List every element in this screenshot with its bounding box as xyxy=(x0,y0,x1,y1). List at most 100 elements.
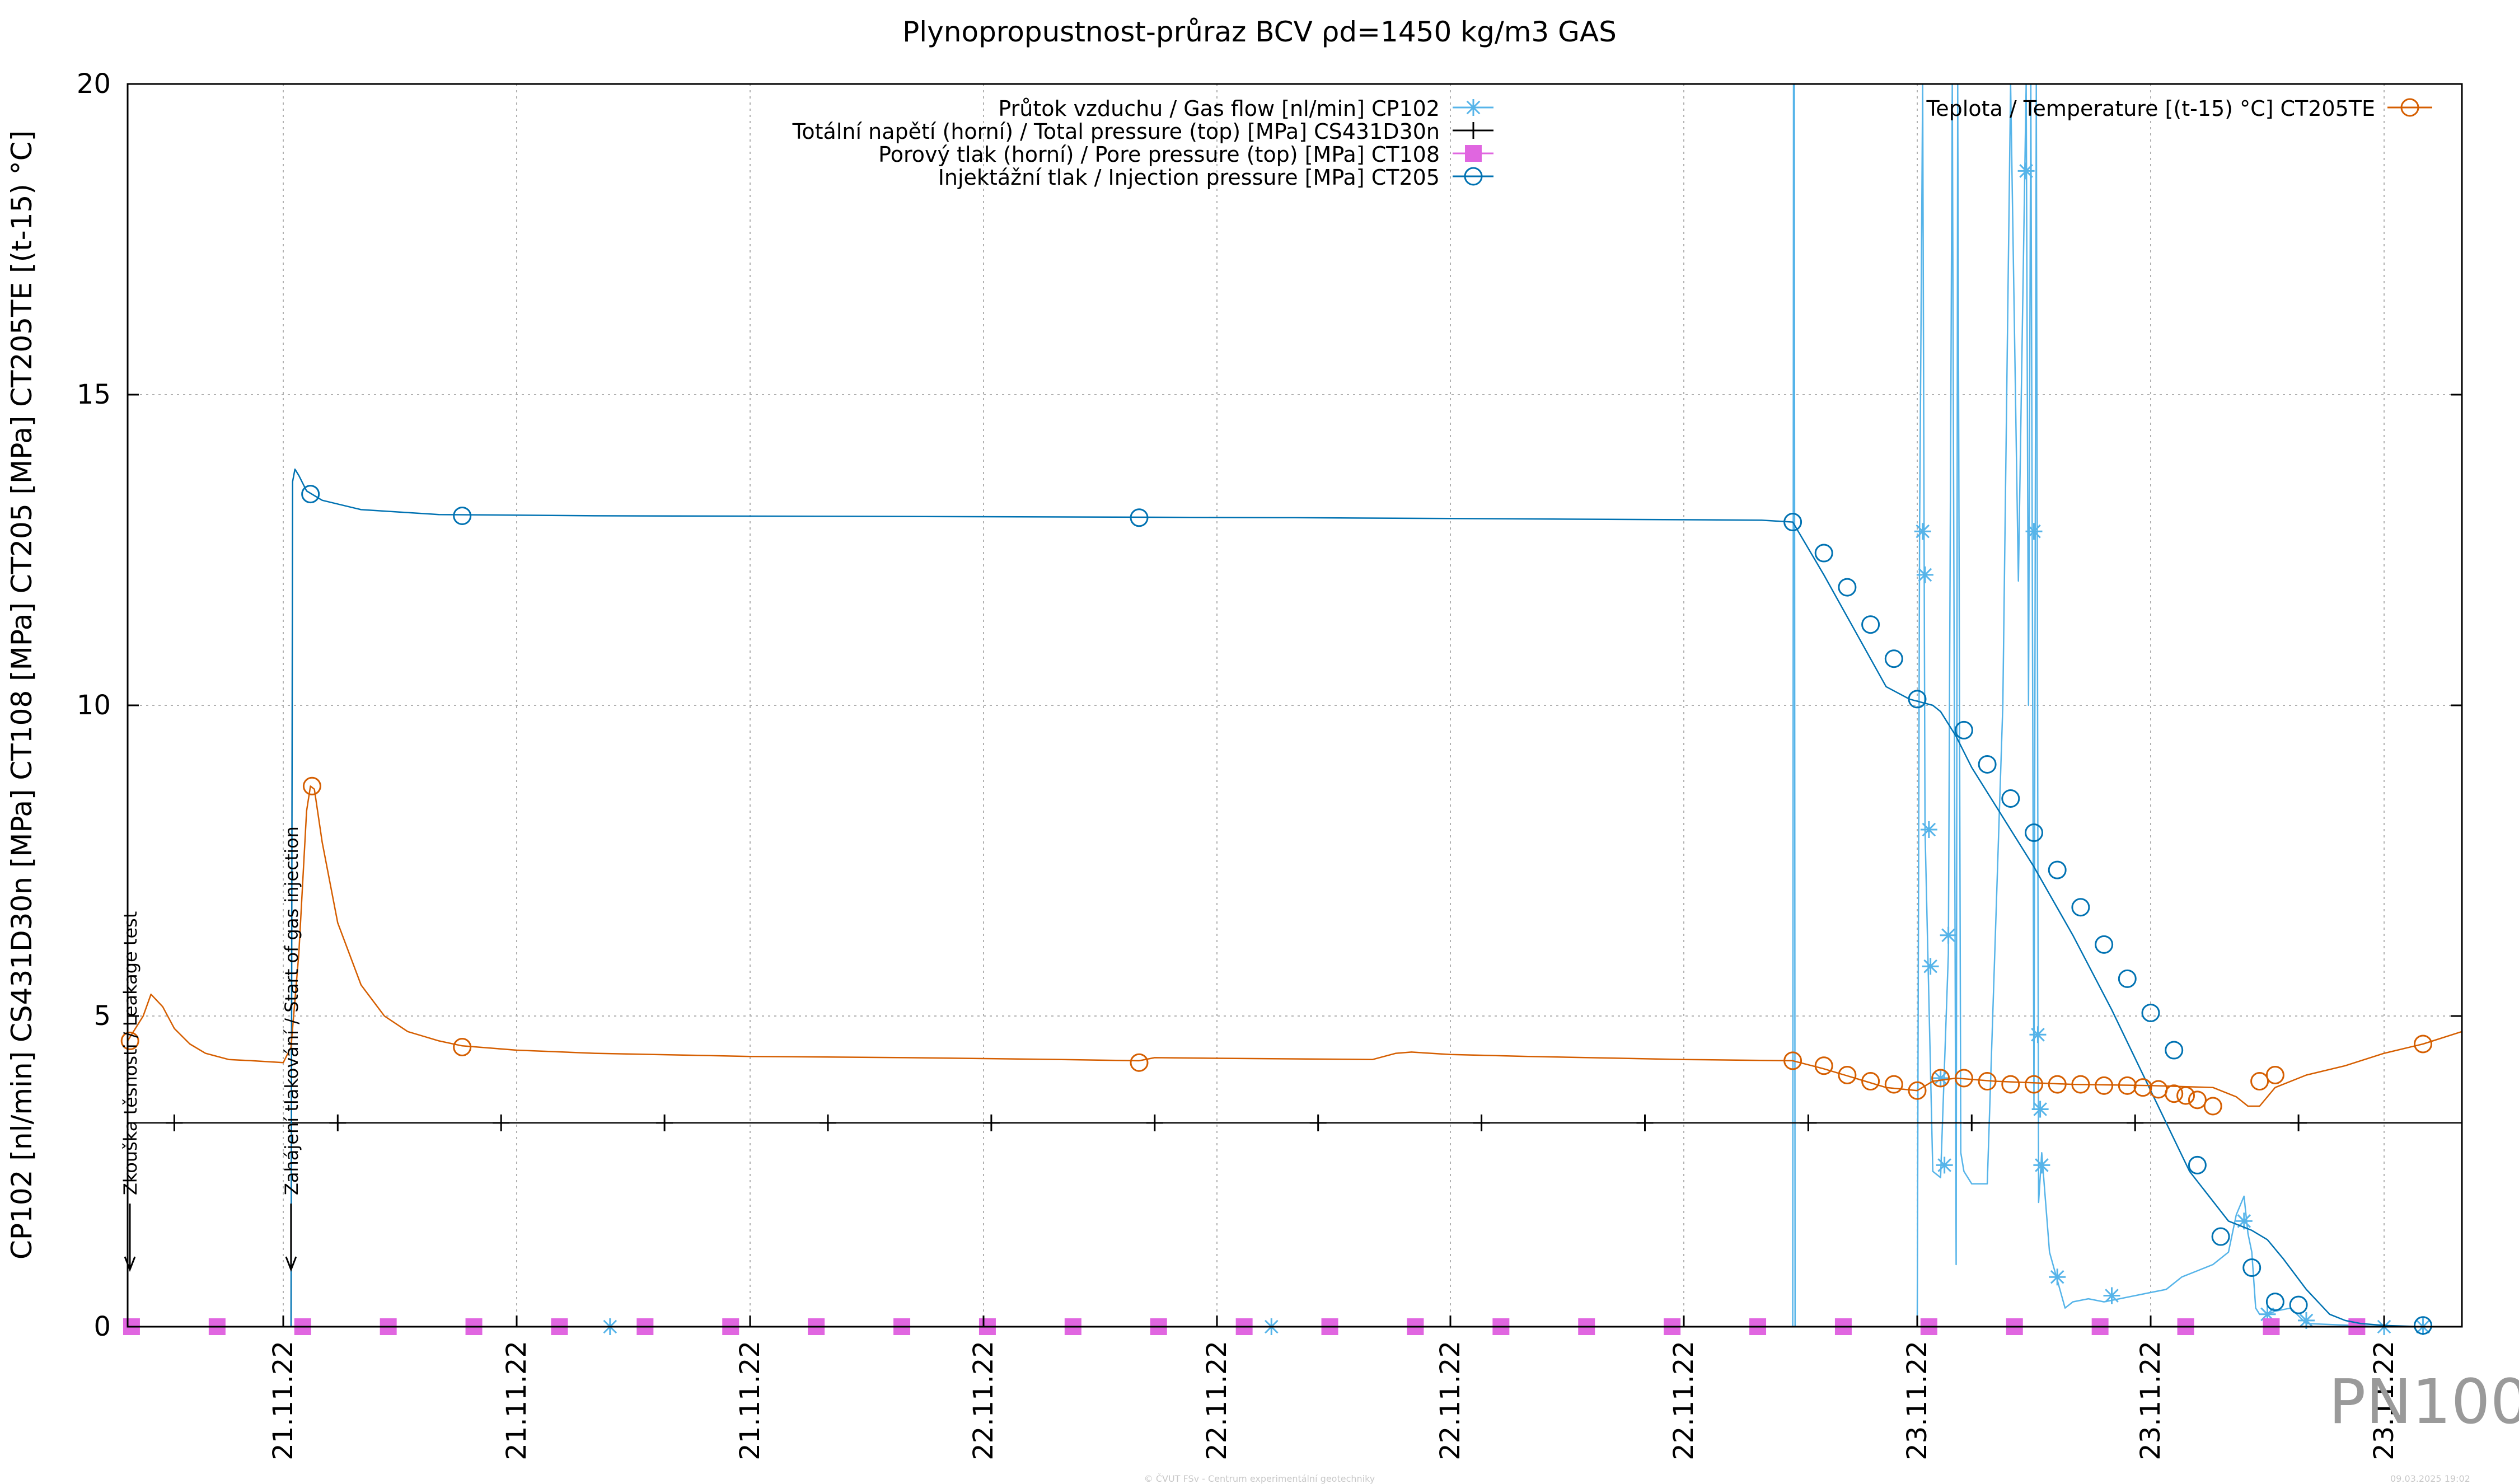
series-point xyxy=(2048,860,2067,879)
series-point xyxy=(656,1114,673,1131)
annotation-layer: Zkouška těsnosti / Leakage test Zahájení … xyxy=(120,826,302,1272)
series-point xyxy=(2414,1316,2432,1335)
series-point xyxy=(1914,523,1931,540)
y-tick-label: 15 xyxy=(77,379,111,410)
series-0 xyxy=(128,83,2462,1335)
series-point xyxy=(1636,1114,1654,1131)
series-point xyxy=(2176,1086,2195,1105)
footer-copyright: © ČVUT FSv - Centrum experimentální geot… xyxy=(1144,1473,1375,1484)
annotation-label: Zkouška těsnosti / Leakage test xyxy=(120,911,141,1195)
series-point xyxy=(2071,1075,2090,1094)
series-point xyxy=(2127,1114,2144,1131)
series-point xyxy=(2235,1213,2253,1230)
grid-lines xyxy=(128,84,2462,1327)
x-tick-label: 22.11.22 xyxy=(1201,1341,1233,1460)
series-point xyxy=(2049,1268,2066,1286)
series-point xyxy=(1130,508,1149,527)
x-tick-label: 22.11.22 xyxy=(968,1341,999,1460)
series-point xyxy=(453,506,472,525)
series-point xyxy=(2025,823,2043,842)
series-point xyxy=(2188,1090,2207,1110)
x-tick-label: 23.11.22 xyxy=(2368,1341,2400,1460)
legend: Průtok vzduchu / Gas flow [nl/min] CP102… xyxy=(792,96,2432,190)
series-point xyxy=(2017,162,2035,180)
series-point xyxy=(2048,1075,2067,1094)
series-point xyxy=(2133,1078,2152,1097)
series-point xyxy=(2414,1034,2432,1054)
series-point xyxy=(493,1114,510,1131)
series-point xyxy=(1884,649,1903,668)
series-point xyxy=(1908,1081,1927,1100)
series-point xyxy=(120,1031,139,1050)
annotation-arrow-head xyxy=(124,1256,136,1272)
series-point xyxy=(1978,755,1997,774)
series-point xyxy=(2259,1305,2276,1323)
series-point xyxy=(2025,523,2043,540)
series-point xyxy=(1908,690,1927,709)
series-point xyxy=(1838,1065,1857,1084)
series-point xyxy=(1861,1072,1880,1091)
series-point xyxy=(302,776,321,795)
x-tick-label: 22.11.22 xyxy=(1668,1341,1699,1460)
series-line xyxy=(128,468,2462,1328)
x-tick-label: 21.11.22 xyxy=(268,1341,299,1460)
series-point xyxy=(2095,935,2114,954)
series-point xyxy=(2149,1080,2168,1099)
series-point xyxy=(820,1114,836,1131)
x-tick-label: 23.11.22 xyxy=(1902,1341,1933,1460)
watermark-label: PN100 xyxy=(2329,1366,2519,1438)
annotation-arrow-head xyxy=(285,1256,297,1272)
series-1 xyxy=(128,1114,2462,1131)
series-point xyxy=(2141,1003,2160,1022)
series-point xyxy=(1922,958,1939,975)
series-point xyxy=(1931,1069,1950,1088)
series-point xyxy=(2025,1075,2043,1094)
series-point xyxy=(2001,789,2020,808)
series-layer xyxy=(120,83,2462,1335)
legend-marker xyxy=(1464,167,1483,186)
series-point xyxy=(2033,1157,2050,1174)
legend-label: Průtok vzduchu / Gas flow [nl/min] CP102 xyxy=(998,96,1440,121)
series-point xyxy=(453,1038,472,1056)
legend-marker xyxy=(2400,98,2419,117)
series-4 xyxy=(120,776,2462,1116)
series-point xyxy=(1920,821,1937,838)
series-point xyxy=(1978,1072,1997,1091)
series-point xyxy=(2095,1076,2114,1095)
y-tick-label: 20 xyxy=(77,68,111,100)
series-point xyxy=(2165,1041,2184,1060)
series-point xyxy=(2265,1065,2284,1084)
legend-marker xyxy=(1465,122,1482,139)
series-point xyxy=(1814,1056,1833,1075)
series-point xyxy=(166,1114,183,1131)
series-point xyxy=(2029,1026,2047,1043)
legend-label: Totální napětí (horní) / Total pressure … xyxy=(792,119,1440,144)
series-point xyxy=(1814,544,1833,563)
series-point xyxy=(982,1114,1000,1131)
series-point xyxy=(1954,1069,1973,1088)
series-point xyxy=(1861,615,1880,634)
series-point xyxy=(2203,1097,2222,1116)
series-point xyxy=(1309,1114,1327,1131)
x-tick-label: 21.11.22 xyxy=(501,1341,532,1460)
legend-marker xyxy=(1465,145,1482,162)
series-point xyxy=(2265,1293,2284,1312)
series-point xyxy=(2103,1287,2120,1304)
x-tick-label: 22.11.22 xyxy=(1435,1341,1466,1460)
series-point xyxy=(1473,1114,1490,1131)
chart-title: Plynopropustnost-průraz BCV ρd=1450 kg/m… xyxy=(902,16,1617,48)
series-point xyxy=(2001,1075,2020,1094)
series-point xyxy=(2250,1072,2269,1091)
series-point xyxy=(1783,513,1802,532)
series-point xyxy=(2031,1101,2049,1118)
series-point xyxy=(2165,1084,2184,1103)
series-point xyxy=(1940,926,1957,944)
series-point xyxy=(1800,1114,1817,1131)
legend-label: Teplota / Temperature [(t-15) °C] CT205T… xyxy=(1926,96,2375,121)
x-tick-label: 21.11.22 xyxy=(734,1341,766,1460)
series-point xyxy=(301,485,320,504)
series-point xyxy=(329,1114,347,1131)
legend-label: Injektážní tlak / Injection pressure [MP… xyxy=(938,165,1440,190)
series-3 xyxy=(128,468,2462,1335)
